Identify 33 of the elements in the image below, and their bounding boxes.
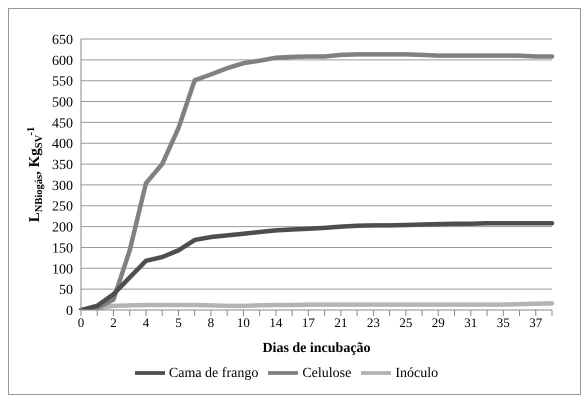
y-tick-label: 600: [52, 54, 73, 69]
x-tick-label: 29: [432, 315, 445, 330]
y-tick-label: 450: [52, 116, 73, 132]
x-tick-label: 23: [366, 315, 380, 330]
legend-label: Cama de frango: [168, 366, 258, 381]
y-tick-label: 100: [52, 262, 73, 278]
x-tick-label: 31: [464, 315, 478, 330]
x-tick-label: 37: [529, 315, 543, 330]
x-tick-label: 21: [334, 315, 348, 330]
x-tick-label: 0: [78, 315, 84, 330]
x-tick-label: 14: [269, 315, 283, 330]
y-tick-label: 50: [59, 283, 73, 298]
y-tick-label: 350: [52, 158, 73, 174]
y-tick-label: 650: [52, 32, 73, 48]
x-tick-label: 2: [110, 315, 117, 330]
x-tick-label: 17: [302, 315, 316, 330]
y-tick-label: 550: [52, 74, 73, 90]
x-tick-label: 4: [142, 315, 150, 330]
x-axis-title: Dias de incubação: [262, 341, 371, 356]
x-tick-label: 5: [175, 315, 182, 330]
x-tick-label: 35: [496, 315, 510, 330]
x-tick-label: 25: [399, 315, 412, 330]
y-tick-label: 150: [52, 241, 73, 256]
y-tick-label: 500: [52, 96, 73, 111]
legend-label: Celulose: [302, 366, 352, 381]
y-tick-label: 0: [66, 304, 73, 319]
y-tick-label: 400: [52, 137, 73, 152]
x-tick-label: 10: [236, 315, 250, 330]
y-tick-label: 200: [52, 220, 73, 236]
y-tick-label: 300: [52, 178, 73, 194]
x-tick-label: 8: [208, 315, 214, 330]
y-tick-label: 250: [52, 200, 73, 215]
legend-label: Inóculo: [395, 366, 438, 381]
